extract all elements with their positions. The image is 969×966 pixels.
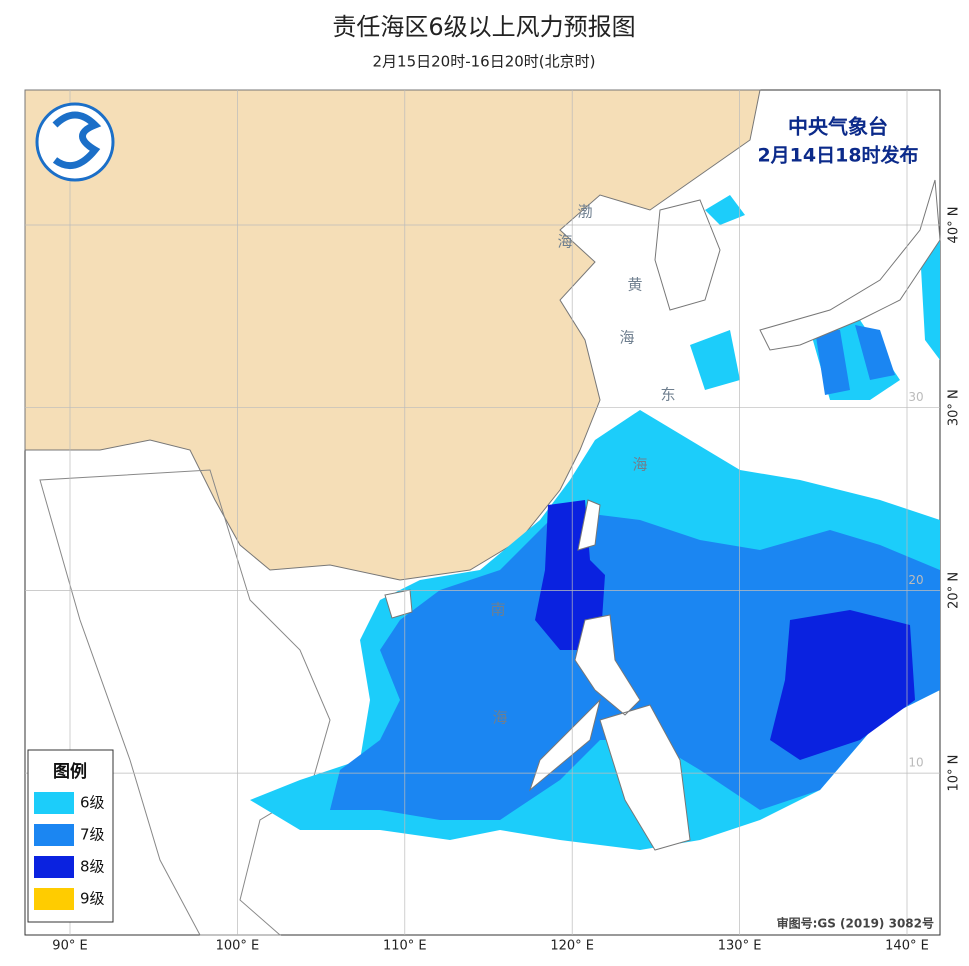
china-land <box>24 89 761 581</box>
legend-swatch <box>34 856 74 878</box>
korea <box>654 199 721 311</box>
taiwan <box>577 499 601 551</box>
map-area: 90° E 100° E 110° E 120° E 130° E 140° E 40° N… <box>24 89 962 954</box>
lat-inner-label: 30 <box>908 390 923 404</box>
lon-label: 120° E <box>550 939 594 954</box>
legend-label: 9级 <box>80 890 105 908</box>
sea-label: 东 <box>660 386 675 404</box>
lat-inner-label: 10 <box>908 756 923 770</box>
lon-label: 130° E <box>718 939 762 954</box>
title: 责任海区6级以上风力预报图 <box>332 13 635 41</box>
legend-title: 图例 <box>53 761 87 782</box>
hainan <box>384 589 413 619</box>
sea-label: 黄 <box>627 276 642 294</box>
land-outline <box>39 469 331 936</box>
legend-label: 6级 <box>80 794 105 812</box>
issuer-time: 2月14日18时发布 <box>757 144 918 167</box>
philippines <box>528 614 691 851</box>
lat-label: 20° N <box>947 572 962 609</box>
lat-label: 10° N <box>947 755 962 792</box>
lon-label: 90° E <box>52 939 87 954</box>
legend: 图例 6级 7级 8级 9级 <box>27 749 114 923</box>
lat-inner-label: 20 <box>908 573 923 587</box>
lon-label: 110° E <box>383 939 427 954</box>
sea-label: 南 <box>490 601 505 619</box>
wind-zone <box>770 610 915 760</box>
legend-label: 7级 <box>80 826 105 844</box>
lon-label: 100° E <box>216 939 260 954</box>
logo-mark <box>52 111 102 170</box>
legend-label: 8级 <box>80 858 105 876</box>
sea-label: 渤 <box>577 203 592 221</box>
lat-label: 40° N <box>947 207 962 244</box>
wind-zone <box>815 325 895 395</box>
sea-label: 海 <box>632 456 647 474</box>
issuer-name: 中央气象台 <box>788 115 888 139</box>
legend-swatch <box>34 888 74 910</box>
sea-label: 海 <box>492 709 507 727</box>
legend-swatch <box>34 824 74 846</box>
lon-label: 140° E <box>885 939 929 954</box>
lat-label: 30° N <box>947 389 962 426</box>
legend-swatch <box>34 792 74 814</box>
sea-label: 海 <box>619 329 634 347</box>
japan <box>759 179 941 351</box>
approval: 审图号:GS (2019) 3082号 <box>777 916 934 931</box>
subtitle: 2月15日20时-16日20时(北京时) <box>372 53 595 71</box>
sea-label: 海 <box>557 233 572 251</box>
